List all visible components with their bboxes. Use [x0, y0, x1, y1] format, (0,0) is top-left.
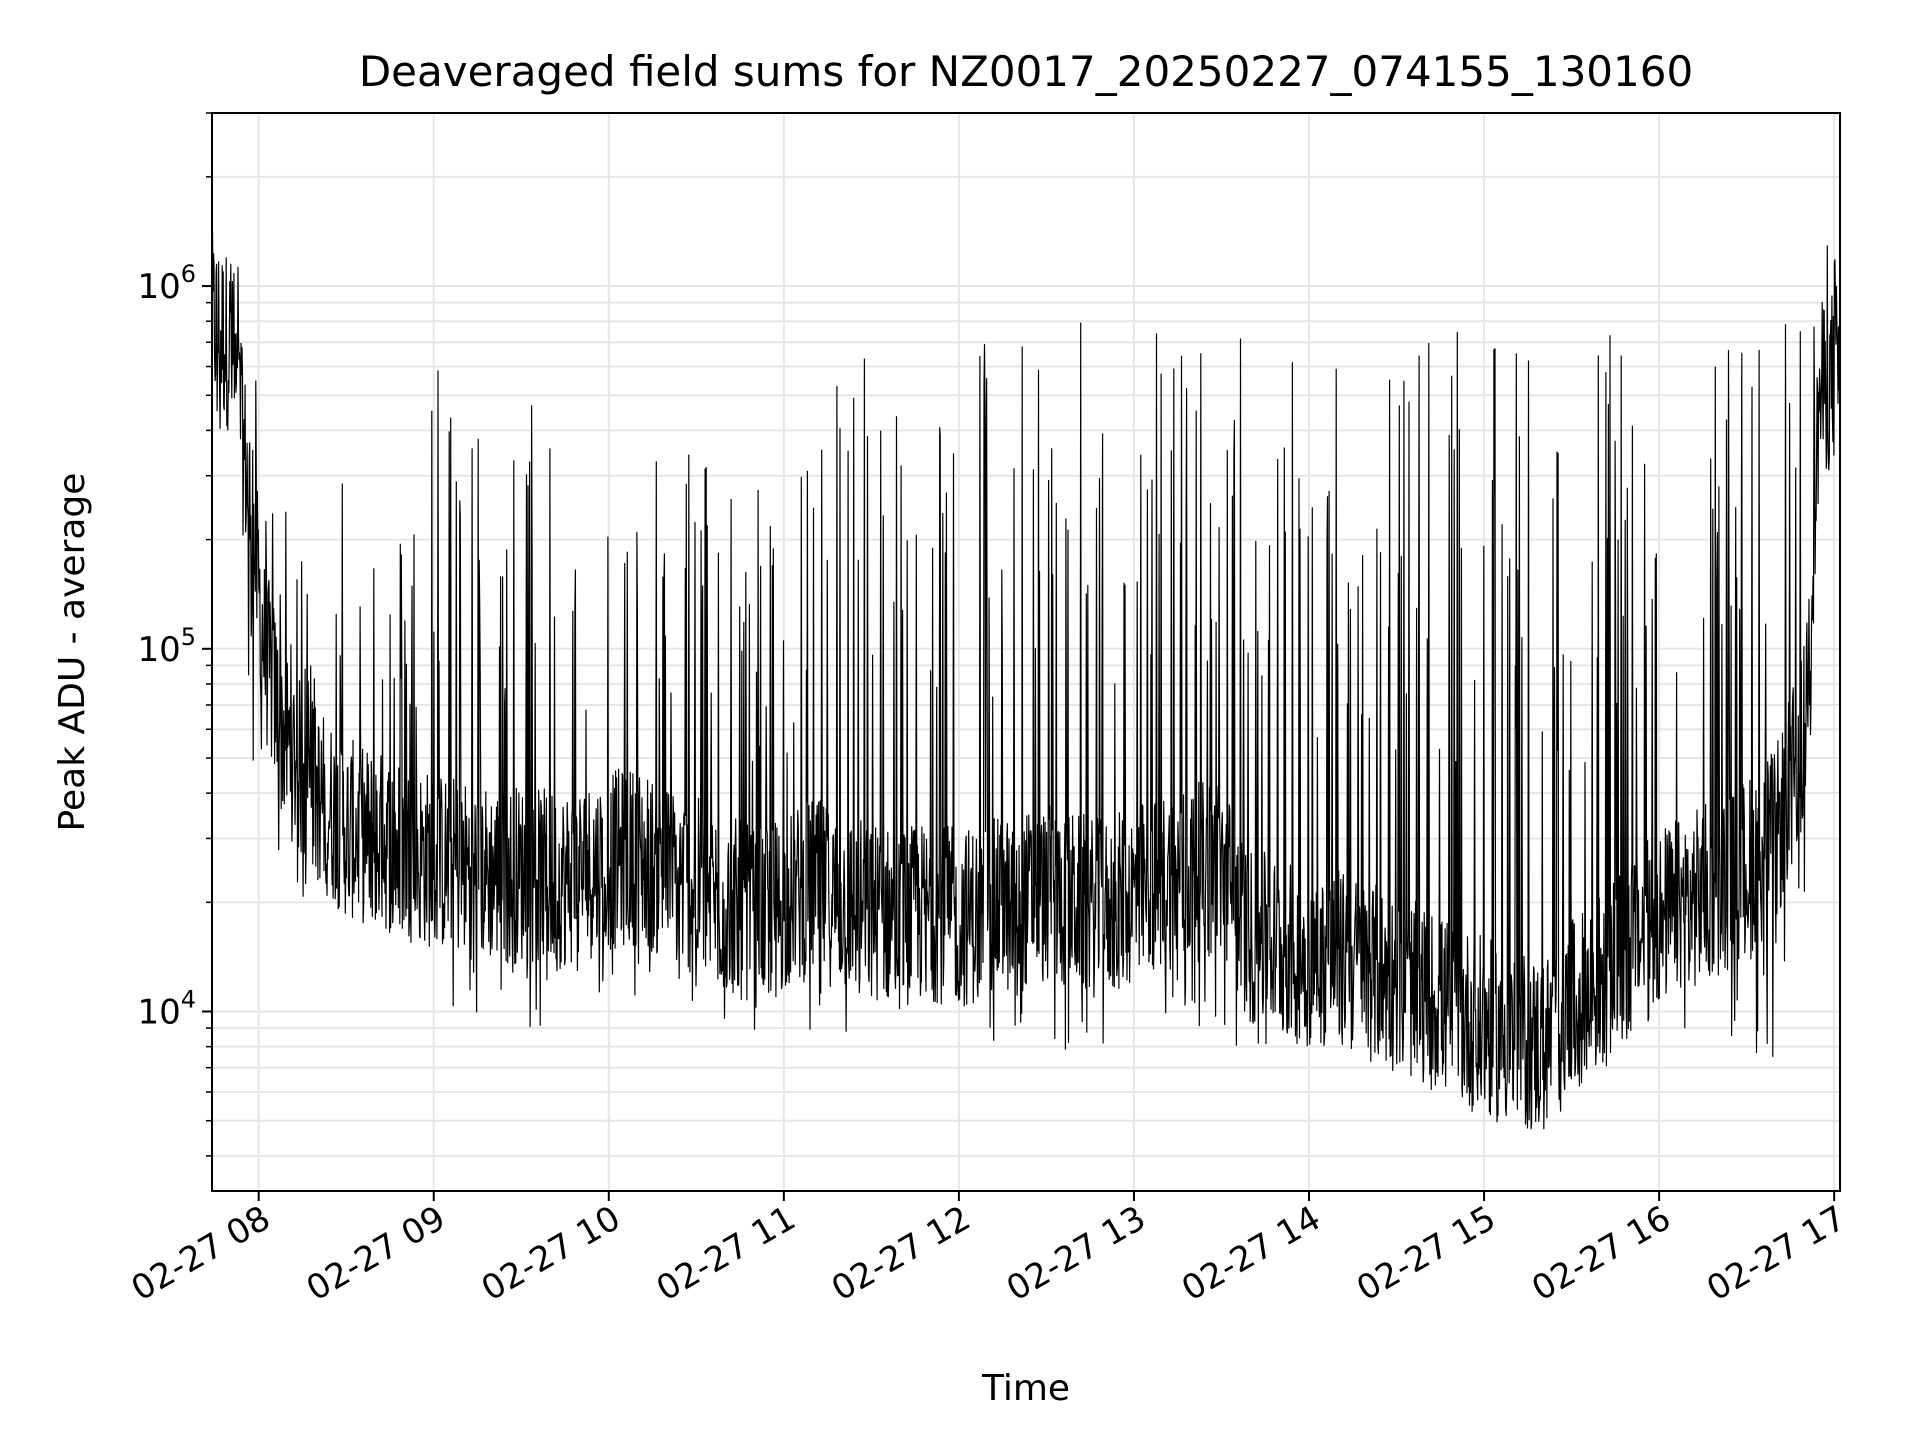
y-tick-label: 104: [137, 986, 196, 1033]
series-path: [212, 231, 1840, 1130]
series-line: [212, 231, 1840, 1130]
x-axis-label: Time: [981, 1368, 1070, 1409]
plot-area: [212, 231, 1840, 1130]
chart-title: Deaveraged field sums for NZ0017_2025022…: [359, 47, 1693, 96]
y-axis: 104 105 106: [137, 112, 212, 1157]
y-tick-label: 105: [137, 623, 196, 670]
y-axis-label: Peak ADU - average: [52, 473, 93, 832]
plot-frame: [211, 112, 1841, 1192]
y-tick-label: 106: [137, 260, 196, 307]
